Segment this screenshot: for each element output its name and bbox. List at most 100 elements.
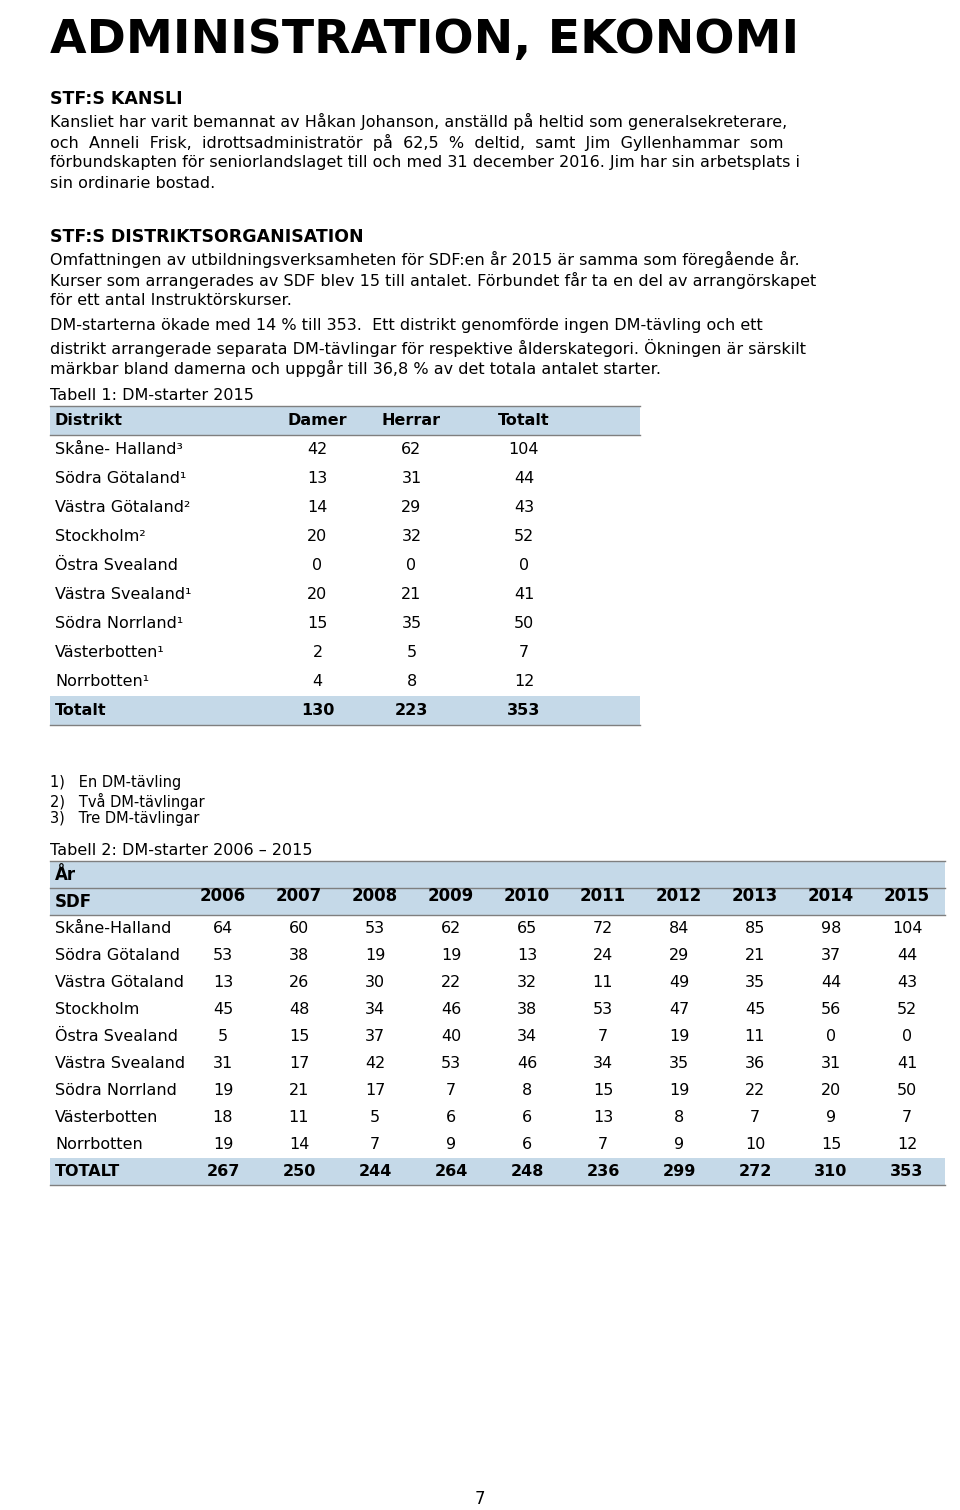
Text: 2015: 2015	[884, 886, 930, 904]
Text: 15: 15	[593, 1083, 613, 1098]
Bar	[50, 406, 640, 435]
Text: Skåne-Halland: Skåne-Halland	[55, 921, 172, 936]
Text: 31: 31	[401, 471, 421, 486]
Text: 45: 45	[745, 1003, 765, 1018]
Text: 19: 19	[213, 1083, 233, 1098]
Text: 35: 35	[745, 975, 765, 991]
Text: Norrbotten¹: Norrbotten¹	[55, 673, 149, 689]
Text: 65: 65	[516, 921, 538, 936]
Text: 18: 18	[213, 1110, 233, 1125]
Text: 42: 42	[307, 442, 327, 458]
Text: 48: 48	[289, 1003, 309, 1018]
Text: 22: 22	[441, 975, 461, 991]
Text: 223: 223	[395, 704, 428, 717]
Text: 0: 0	[902, 1028, 912, 1043]
Text: 9: 9	[674, 1137, 684, 1152]
Text: 62: 62	[441, 921, 461, 936]
Text: 26: 26	[289, 975, 309, 991]
Text: 46: 46	[516, 1055, 538, 1071]
Text: Västra Götaland²: Västra Götaland²	[55, 500, 190, 515]
Text: 4: 4	[312, 673, 323, 689]
Text: 130: 130	[300, 704, 334, 717]
Text: År: År	[55, 867, 76, 883]
Bar	[50, 861, 945, 915]
Text: 2013: 2013	[732, 886, 779, 904]
Text: 7: 7	[370, 1137, 380, 1152]
Text: 20: 20	[307, 528, 327, 544]
Text: 2007: 2007	[276, 886, 323, 904]
Text: 53: 53	[213, 948, 233, 963]
Text: 264: 264	[434, 1164, 468, 1179]
Text: 53: 53	[441, 1055, 461, 1071]
Text: 7: 7	[519, 645, 529, 660]
Text: 1)   En DM-tävling: 1) En DM-tävling	[50, 775, 181, 790]
Text: 248: 248	[511, 1164, 543, 1179]
Text: 37: 37	[365, 1028, 385, 1043]
Text: STF:S KANSLI: STF:S KANSLI	[50, 91, 182, 109]
Text: 9: 9	[826, 1110, 836, 1125]
Text: 21: 21	[289, 1083, 309, 1098]
Text: 12: 12	[897, 1137, 917, 1152]
Text: DM-starterna ökade med 14 % till 353.  Ett distrikt genomförde ingen DM-tävling : DM-starterna ökade med 14 % till 353. Et…	[50, 319, 763, 334]
Text: 2: 2	[312, 645, 323, 660]
Text: 104: 104	[892, 921, 923, 936]
Text: 19: 19	[213, 1137, 233, 1152]
Text: 52: 52	[514, 528, 534, 544]
Text: 36: 36	[745, 1055, 765, 1071]
Bar	[50, 1158, 945, 1185]
Text: Tabell 1: DM-starter 2015: Tabell 1: DM-starter 2015	[50, 388, 253, 403]
Text: 41: 41	[897, 1055, 917, 1071]
Text: 52: 52	[897, 1003, 917, 1018]
Text: 2008: 2008	[352, 886, 398, 904]
Text: och  Anneli  Frisk,  idrottsadministratör  på  62,5  %  deltid,  samt  Jim  Gyll: och Anneli Frisk, idrottsadministratör p…	[50, 134, 783, 151]
Text: 244: 244	[358, 1164, 392, 1179]
Text: 13: 13	[213, 975, 233, 991]
Text: märkbar bland damerna och uppgår till 36,8 % av det totala antalet starter.: märkbar bland damerna och uppgår till 36…	[50, 359, 661, 378]
Text: 50: 50	[897, 1083, 917, 1098]
Text: 35: 35	[669, 1055, 689, 1071]
Text: 24: 24	[593, 948, 613, 963]
Text: 41: 41	[514, 587, 534, 602]
Text: sin ordinarie bostad.: sin ordinarie bostad.	[50, 177, 215, 190]
Text: 5: 5	[370, 1110, 380, 1125]
Text: 32: 32	[401, 528, 421, 544]
Text: 21: 21	[401, 587, 421, 602]
Text: 35: 35	[401, 616, 421, 631]
Text: 2014: 2014	[808, 886, 854, 904]
Text: 43: 43	[897, 975, 917, 991]
Text: 15: 15	[307, 616, 327, 631]
Text: 0: 0	[826, 1028, 836, 1043]
Text: 7: 7	[446, 1083, 456, 1098]
Text: 14: 14	[307, 500, 327, 515]
Text: 20: 20	[307, 587, 327, 602]
Text: 31: 31	[821, 1055, 841, 1071]
Text: 13: 13	[593, 1110, 613, 1125]
Text: Tabell 2: DM-starter 2006 – 2015: Tabell 2: DM-starter 2006 – 2015	[50, 843, 313, 858]
Text: 353: 353	[890, 1164, 924, 1179]
Text: ADMINISTRATION, EKONOMI: ADMINISTRATION, EKONOMI	[50, 18, 799, 63]
Text: 11: 11	[745, 1028, 765, 1043]
Text: Östra Svealand: Östra Svealand	[55, 559, 178, 572]
Text: 43: 43	[514, 500, 534, 515]
Text: Västerbotten: Västerbotten	[55, 1110, 158, 1125]
Text: förbundskapten för seniorlandslaget till och med 31 december 2016. Jim har sin a: förbundskapten för seniorlandslaget till…	[50, 156, 800, 171]
Text: 310: 310	[814, 1164, 848, 1179]
Text: 2009: 2009	[428, 886, 474, 904]
Text: 98: 98	[821, 921, 841, 936]
Text: 53: 53	[593, 1003, 613, 1018]
Text: 21: 21	[745, 948, 765, 963]
Text: 17: 17	[289, 1055, 309, 1071]
Text: 42: 42	[365, 1055, 385, 1071]
Text: 49: 49	[669, 975, 689, 991]
Text: 2012: 2012	[656, 886, 702, 904]
Text: Södra Norrland¹: Södra Norrland¹	[55, 616, 183, 631]
Text: 5: 5	[406, 645, 417, 660]
Text: Damer: Damer	[288, 414, 348, 427]
Text: 62: 62	[401, 442, 421, 458]
Text: Stockholm: Stockholm	[55, 1003, 139, 1018]
Text: Södra Götaland: Södra Götaland	[55, 948, 180, 963]
Text: 47: 47	[669, 1003, 689, 1018]
Text: Västra Svealand: Västra Svealand	[55, 1055, 185, 1071]
Text: Distrikt: Distrikt	[55, 414, 123, 427]
Text: 7: 7	[598, 1028, 608, 1043]
